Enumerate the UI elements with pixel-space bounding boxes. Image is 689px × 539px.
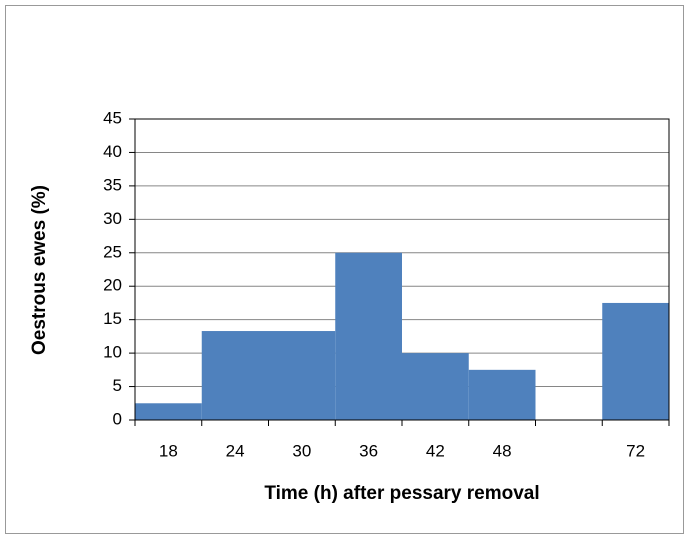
bar [402, 353, 469, 420]
y-tick-label: 15 [103, 309, 122, 328]
y-tick-label: 10 [103, 343, 122, 362]
y-tick-label: 5 [113, 376, 122, 395]
x-tick-label: 42 [426, 441, 445, 460]
bar [201, 331, 269, 420]
bar [602, 302, 669, 420]
x-tick-label: 18 [159, 441, 178, 460]
bar [268, 331, 336, 420]
x-tick-label: 72 [626, 441, 645, 460]
x-tick-label: 24 [226, 441, 245, 460]
bar [468, 369, 536, 420]
x-tick-label: 36 [359, 441, 378, 460]
y-tick-label: 25 [103, 242, 122, 261]
y-tick-label: 30 [103, 209, 122, 228]
y-tick-label: 45 [103, 108, 122, 127]
bar [135, 403, 202, 420]
y-tick-label: 20 [103, 276, 122, 295]
bar [335, 252, 402, 420]
x-axis-title: Time (h) after pessary removal [264, 483, 539, 504]
y-tick-label: 35 [103, 175, 122, 194]
plot-border [134, 118, 670, 421]
y-tick-label: 40 [103, 142, 122, 161]
y-axis-title: Oestrous ewes (%) [29, 185, 50, 355]
x-tick-label: 48 [493, 441, 512, 460]
x-tick-label: 30 [292, 441, 311, 460]
y-tick-label: 0 [113, 409, 122, 428]
